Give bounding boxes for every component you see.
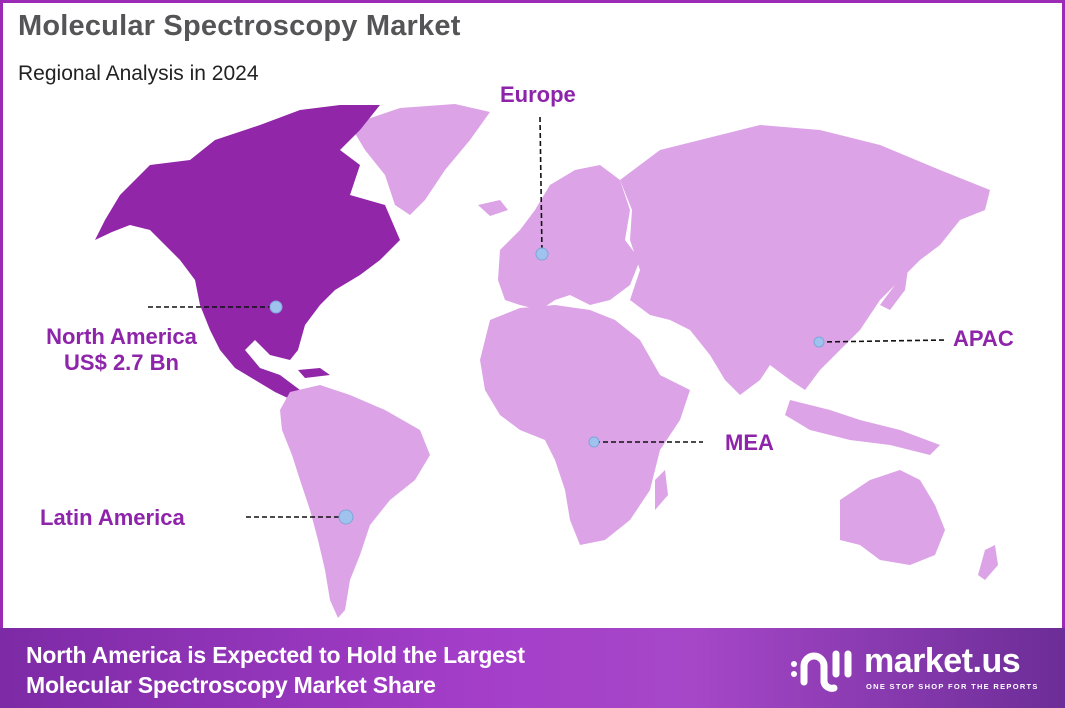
brand-logo[interactable]: market.us ONE STOP SHOP FOR THE REPORTS bbox=[790, 640, 1050, 696]
map-madagascar bbox=[655, 470, 668, 510]
map-greenland bbox=[350, 104, 490, 215]
label-europe: Europe bbox=[500, 82, 576, 107]
map-australia bbox=[840, 470, 945, 565]
map-caribbean bbox=[298, 368, 330, 378]
map-japan bbox=[880, 255, 910, 310]
footer-line-2: Molecular Spectroscopy Market Share bbox=[26, 672, 436, 698]
map-iceland bbox=[478, 200, 508, 216]
north-america-name: North America bbox=[46, 324, 197, 349]
label-north-america: North America US$ 2.7 Bn bbox=[14, 324, 229, 377]
market-us-logo-icon bbox=[791, 650, 852, 692]
leader-europe bbox=[539, 116, 543, 254]
label-latin-america: Latin America bbox=[40, 505, 185, 530]
map-europe bbox=[498, 165, 640, 310]
marker-north-america[interactable] bbox=[269, 300, 283, 314]
map-new-zealand bbox=[978, 545, 998, 580]
footer-headline: North America is Expected to Hold the La… bbox=[26, 640, 525, 700]
marker-latin-america[interactable] bbox=[338, 509, 354, 525]
label-apac: APAC bbox=[953, 326, 1014, 351]
map-africa bbox=[480, 305, 690, 545]
marker-mea[interactable] bbox=[588, 436, 600, 448]
page-title: Molecular Spectroscopy Market bbox=[18, 10, 461, 42]
map-south-america bbox=[280, 385, 430, 618]
marker-apac[interactable] bbox=[813, 336, 825, 348]
page-subtitle: Regional Analysis in 2024 bbox=[18, 62, 259, 85]
brand-name: market.us bbox=[864, 642, 1021, 680]
marker-europe[interactable] bbox=[535, 247, 549, 261]
world-map bbox=[95, 104, 998, 618]
map-asia bbox=[620, 125, 990, 395]
leader-apac bbox=[818, 339, 946, 343]
label-mea: MEA bbox=[725, 430, 774, 455]
map-north-america bbox=[95, 105, 400, 400]
footer-banner: North America is Expected to Hold the La… bbox=[0, 628, 1065, 708]
brand-tagline: ONE STOP SHOP FOR THE REPORTS bbox=[866, 682, 1039, 691]
footer-line-1: North America is Expected to Hold the La… bbox=[26, 642, 525, 668]
north-america-value: US$ 2.7 Bn bbox=[64, 350, 179, 376]
map-southeast-asia bbox=[785, 400, 940, 455]
